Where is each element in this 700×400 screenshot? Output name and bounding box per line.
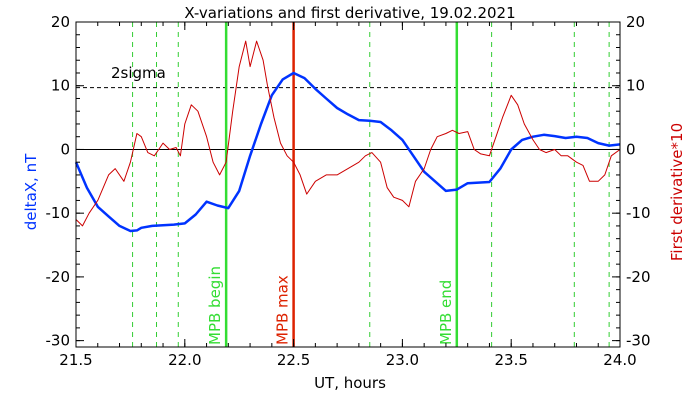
x-tick-label: 23.5 bbox=[494, 351, 527, 369]
y-tick-label-left: 10 bbox=[51, 77, 70, 95]
event-marker-label: MPB begin bbox=[206, 266, 224, 345]
y-tick-label-right: 10 bbox=[626, 77, 645, 95]
y-tick-label-left: -30 bbox=[46, 332, 71, 350]
series-line-derivative bbox=[75, 40, 621, 227]
y-tick-label-right: -10 bbox=[626, 204, 651, 222]
chart-title: X-variations and first derivative, 19.02… bbox=[184, 4, 515, 22]
marker-lines: MPB begin MPB max MPB end bbox=[76, 22, 620, 347]
x-tick-label: 23.0 bbox=[386, 351, 419, 369]
x-tick-label: 22.0 bbox=[168, 351, 201, 369]
y-tick-label-left: -20 bbox=[46, 268, 71, 286]
series-line-deltaX bbox=[74, 71, 621, 233]
x-tick-label: 24.0 bbox=[603, 351, 636, 369]
event-marker-label: MPB max bbox=[274, 275, 292, 345]
event-marker-label: MPB end bbox=[437, 280, 455, 345]
series-layer bbox=[74, 40, 621, 233]
threshold-label: 2sigma bbox=[111, 64, 166, 82]
y-axis-label-left: deltaX, nT bbox=[22, 153, 40, 230]
y-tick-label-right: -30 bbox=[626, 332, 651, 350]
x-tick-label: 22.5 bbox=[277, 351, 310, 369]
tick-layer: 21.5 22.0 22.5 23.0 23.5 24.0 20 20 10 10 0 0 -10 -10… bbox=[46, 13, 651, 369]
y-tick-label-right: 20 bbox=[626, 13, 645, 31]
y-axis-label-right: First derivative*10 bbox=[668, 123, 686, 261]
y-tick-label-left: 20 bbox=[51, 13, 70, 31]
x-tick-label: 21.5 bbox=[59, 351, 92, 369]
plot-frame bbox=[75, 21, 621, 348]
y-tick-label-right: 0 bbox=[626, 140, 636, 158]
y-tick-label-right: -20 bbox=[626, 268, 651, 286]
x-axis-label: UT, hours bbox=[314, 374, 386, 392]
y-tick-label-left: 0 bbox=[60, 140, 70, 158]
y-tick-label-left: -10 bbox=[46, 204, 71, 222]
plot-border bbox=[75, 21, 621, 348]
